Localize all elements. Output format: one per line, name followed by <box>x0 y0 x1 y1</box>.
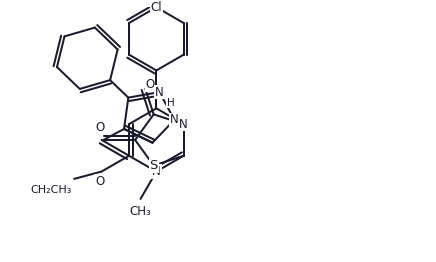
Text: N: N <box>152 165 161 178</box>
Text: O: O <box>145 78 155 91</box>
Text: H: H <box>167 97 174 108</box>
Text: O: O <box>95 175 104 188</box>
Text: Cl: Cl <box>150 1 162 14</box>
Text: S: S <box>150 159 158 172</box>
Text: N: N <box>170 113 179 126</box>
Text: N: N <box>179 118 188 131</box>
Text: O: O <box>95 121 104 134</box>
Text: N: N <box>155 86 164 99</box>
Text: CH₂CH₃: CH₂CH₃ <box>31 185 72 195</box>
Text: CH₃: CH₃ <box>129 205 151 218</box>
